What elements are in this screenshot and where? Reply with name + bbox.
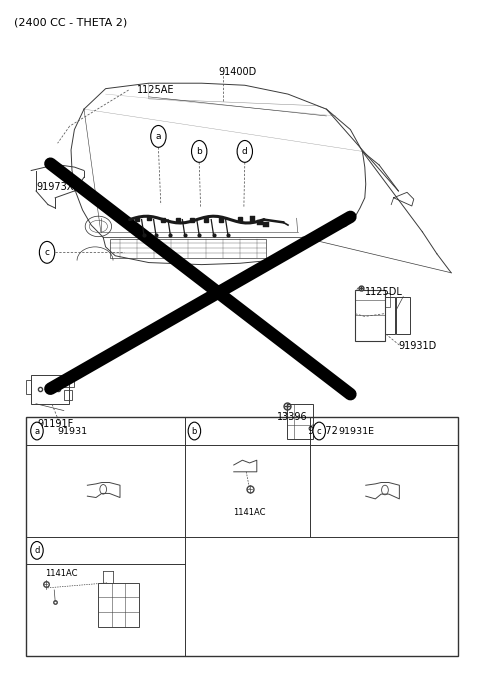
Bar bbox=[26, 417, 458, 656]
Text: a: a bbox=[35, 426, 39, 436]
Circle shape bbox=[31, 542, 43, 559]
Bar bbox=[250, 216, 255, 222]
Text: d: d bbox=[242, 147, 248, 156]
Bar bbox=[385, 297, 395, 334]
Bar bbox=[396, 297, 410, 334]
Text: d: d bbox=[34, 546, 40, 555]
Circle shape bbox=[151, 125, 166, 147]
Text: 1141AC: 1141AC bbox=[45, 569, 77, 578]
Text: 91931E: 91931E bbox=[338, 426, 374, 436]
Text: 91931D: 91931D bbox=[398, 342, 437, 351]
Bar bbox=[287, 404, 313, 439]
Bar bbox=[355, 290, 385, 341]
Text: 1125AE: 1125AE bbox=[137, 85, 174, 95]
Text: 91931: 91931 bbox=[58, 426, 88, 436]
Text: 1141AC: 1141AC bbox=[233, 508, 266, 517]
Text: c: c bbox=[45, 248, 49, 257]
Circle shape bbox=[313, 422, 325, 440]
Text: 13396: 13396 bbox=[277, 413, 308, 422]
Text: 91172: 91172 bbox=[307, 426, 338, 436]
Bar bbox=[26, 380, 31, 394]
Text: b: b bbox=[196, 147, 202, 156]
Text: b: b bbox=[192, 426, 197, 436]
Circle shape bbox=[237, 140, 252, 162]
Text: (2400 CC - THETA 2): (2400 CC - THETA 2) bbox=[14, 17, 128, 27]
Circle shape bbox=[39, 241, 55, 263]
Bar bbox=[263, 222, 269, 227]
Bar bbox=[98, 582, 139, 627]
Bar bbox=[257, 220, 263, 225]
Text: 91400D: 91400D bbox=[218, 67, 257, 76]
Text: 91191F: 91191F bbox=[37, 419, 74, 429]
Text: c: c bbox=[317, 426, 322, 436]
Bar bbox=[110, 239, 266, 258]
Bar bbox=[31, 375, 69, 404]
Circle shape bbox=[192, 140, 207, 162]
Text: 1125DL: 1125DL bbox=[365, 287, 403, 297]
Bar bbox=[64, 376, 74, 387]
Bar bbox=[385, 293, 390, 307]
Circle shape bbox=[188, 422, 201, 440]
Bar bbox=[64, 390, 72, 400]
Circle shape bbox=[31, 422, 43, 440]
Text: 91973X: 91973X bbox=[36, 182, 73, 192]
Text: a: a bbox=[156, 132, 161, 141]
